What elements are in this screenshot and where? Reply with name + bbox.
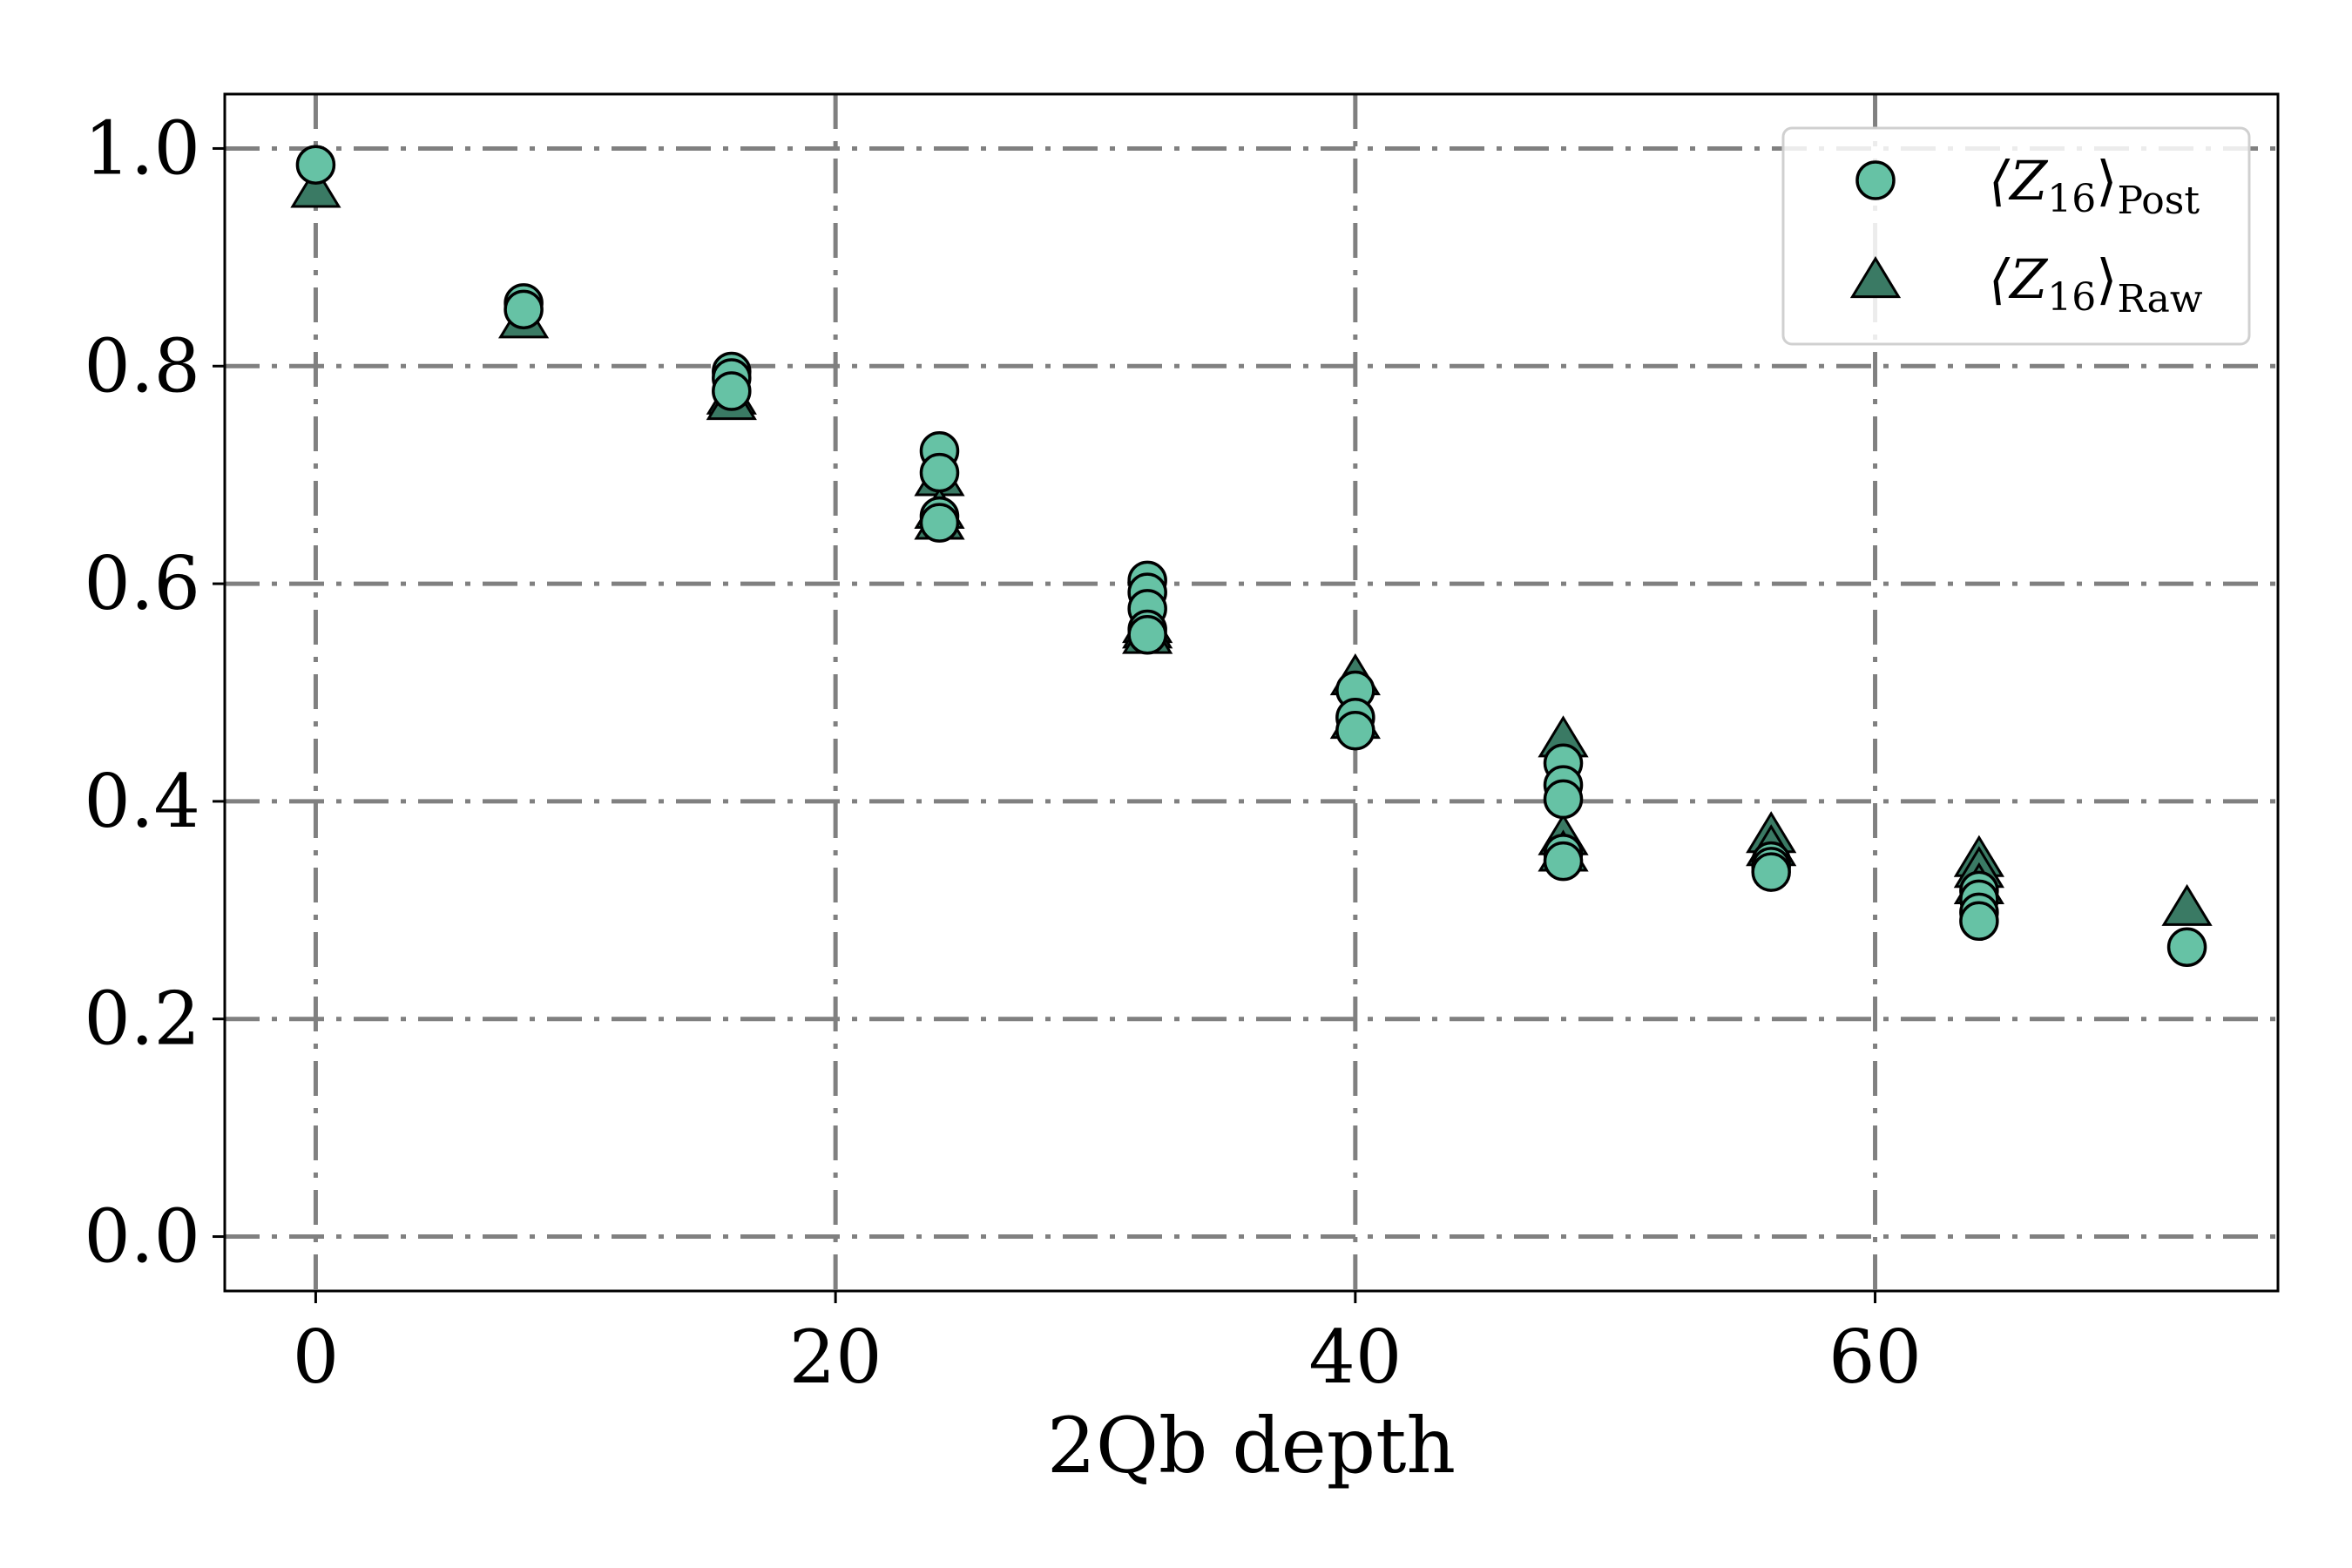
y-tick-label: 0.8 bbox=[84, 323, 200, 409]
legend-marker-circle bbox=[1855, 160, 1896, 200]
legend-label: ⟨Z16⟩Raw bbox=[1989, 247, 2203, 321]
x-tick-label: 60 bbox=[1828, 1315, 1922, 1400]
post-point-circle bbox=[295, 145, 336, 185]
post-point-circle bbox=[1543, 841, 1584, 882]
x-axis-label: 2Qb depth bbox=[1047, 1401, 1456, 1490]
post-point-circle bbox=[1543, 779, 1584, 820]
plot-frame bbox=[223, 92, 2280, 1293]
legend-label-main: ⟨Z bbox=[1989, 149, 2048, 213]
post-point-circle bbox=[919, 452, 960, 493]
legend-label-main: ⟨Z bbox=[1989, 247, 2048, 311]
y-tick-label: 0.0 bbox=[84, 1194, 200, 1280]
y-tick-label: 1.0 bbox=[84, 105, 200, 191]
post-point-circle bbox=[504, 289, 544, 330]
legend-label-bracket: ⟩ bbox=[2096, 247, 2117, 311]
y-tick-label: 0.4 bbox=[84, 759, 200, 844]
post-point-circle bbox=[919, 503, 960, 543]
post-point-circle bbox=[1751, 852, 1791, 892]
y-tick-label: 0.6 bbox=[84, 541, 200, 626]
legend-label-sub: Post bbox=[2117, 179, 2200, 223]
legend-label-sub: 16 bbox=[2047, 177, 2096, 221]
post-point-circle bbox=[712, 371, 752, 411]
x-tick-label: 0 bbox=[293, 1315, 339, 1400]
post-point-circle bbox=[2166, 927, 2207, 968]
x-tick-label: 40 bbox=[1308, 1315, 1402, 1400]
legend-marker-triangle bbox=[1849, 256, 1902, 299]
legend-label-sub: 16 bbox=[2047, 275, 2096, 320]
x-tick-label: 20 bbox=[789, 1315, 882, 1400]
y-axis-ticks: 0.0 0.2 0.4 0.6 0.8 1.0 bbox=[84, 105, 225, 1280]
y-tick-label: 0.2 bbox=[84, 977, 200, 1062]
x-axis-ticks: 0 20 40 60 bbox=[293, 1291, 1922, 1400]
legend-label-bracket: ⟩ bbox=[2096, 149, 2117, 213]
raw-point-triangle bbox=[290, 166, 341, 208]
legend-label: ⟨Z16⟩Post bbox=[1989, 149, 2200, 223]
raw-point-triangle bbox=[2161, 883, 2213, 926]
post-point-circle bbox=[1127, 615, 1167, 655]
legend-label-sub: Raw bbox=[2117, 277, 2202, 321]
post-point-circle bbox=[1335, 710, 1375, 751]
legend: ⟨Z16⟩Post⟨Z16⟩Raw bbox=[1781, 126, 2251, 346]
plot-marks bbox=[290, 145, 2213, 968]
post-point-circle bbox=[1959, 901, 1999, 942]
legend-box bbox=[1781, 126, 2251, 346]
